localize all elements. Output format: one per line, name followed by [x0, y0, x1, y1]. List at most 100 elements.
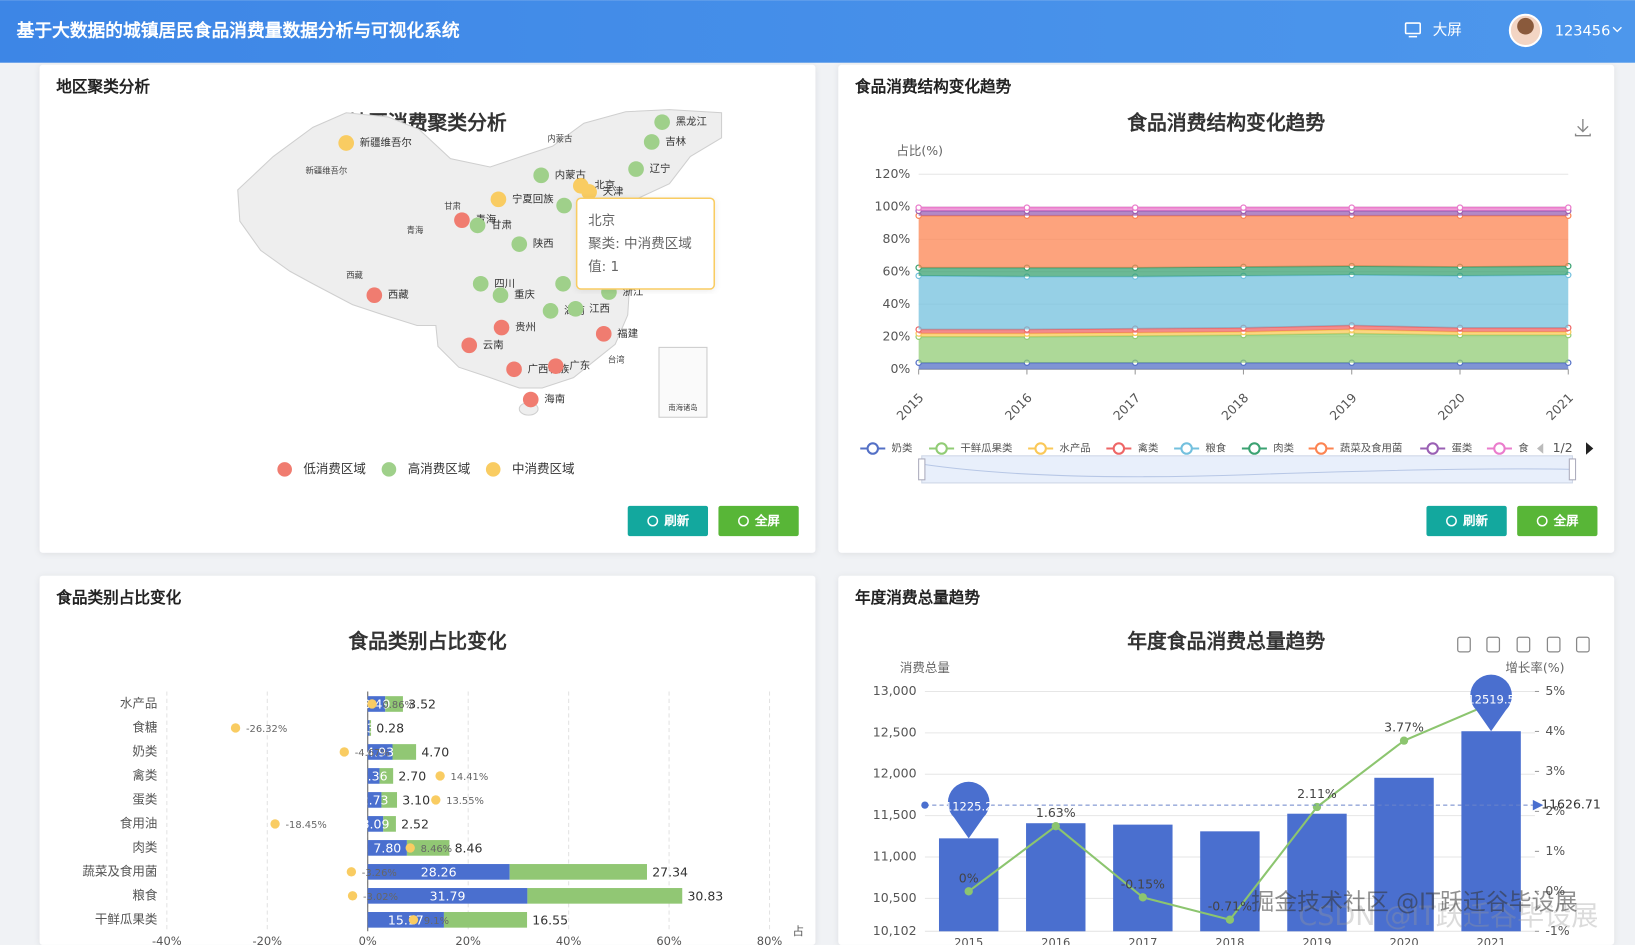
change-label: -4.67%: [355, 748, 390, 759]
map-point[interactable]: [628, 161, 644, 177]
map-point[interactable]: [567, 300, 584, 317]
x-tick-label: 0%: [359, 934, 377, 945]
bar-label: 27.34: [652, 864, 688, 879]
bar-label: 3.52: [408, 697, 436, 712]
bar: [509, 864, 647, 880]
change-label: -3.02%: [363, 892, 398, 903]
growth-point: [1051, 822, 1060, 831]
map-point[interactable]: [511, 236, 528, 252]
bar: [406, 840, 450, 856]
bar-label: 30.83: [687, 888, 723, 903]
bar: [367, 720, 370, 736]
bar-label: 31.79: [430, 888, 466, 903]
region-label: 青海: [407, 225, 424, 235]
zoom-handle[interactable]: [1568, 458, 1577, 481]
download-icon[interactable]: [1574, 119, 1591, 137]
map-point[interactable]: [338, 135, 355, 151]
legend-dot[interactable]: [381, 462, 397, 477]
y-tick-label: 60%: [883, 263, 911, 278]
map-point[interactable]: [581, 184, 597, 200]
toolbox-icon[interactable]: [1457, 636, 1471, 653]
legend-prev[interactable]: [1536, 443, 1544, 454]
map-point[interactable]: [654, 114, 670, 130]
map-point[interactable]: [454, 212, 470, 228]
tooltip-title: 北京: [588, 213, 615, 229]
map-point[interactable]: [492, 287, 509, 304]
bar: [392, 744, 417, 760]
y2-tick-label: 2%: [1545, 803, 1565, 818]
area: [918, 266, 1569, 277]
y-tick-label: 肉类: [132, 839, 158, 854]
map-point[interactable]: [493, 319, 510, 336]
bar-label: 15.17: [388, 912, 424, 927]
button-body: [718, 505, 799, 537]
map-point[interactable]: [522, 391, 539, 408]
zoom-handle[interactable]: [918, 458, 926, 481]
y-axis-label: 消费总量: [900, 660, 950, 675]
x-axis-label: 占: [792, 924, 803, 938]
map-point-label: 江西: [589, 303, 610, 315]
toolbox-icon[interactable]: [1516, 636, 1531, 653]
map-point-label: 北京: [594, 179, 615, 192]
change-point: [339, 747, 349, 757]
map-point[interactable]: [533, 167, 549, 184]
button-icon: [1446, 515, 1457, 527]
bar: [1461, 731, 1521, 932]
panel-button[interactable]: 刷新: [1426, 505, 1507, 537]
map-point[interactable]: [595, 325, 612, 342]
legend-dot[interactable]: [277, 462, 292, 477]
map-point[interactable]: [461, 337, 478, 354]
panel-button[interactable]: 全屏: [718, 505, 799, 537]
map-point[interactable]: [506, 361, 522, 378]
change-label: 8.46%: [421, 844, 452, 855]
legend-page: 1/2: [1553, 440, 1573, 455]
map-point[interactable]: [542, 303, 559, 319]
region-label: 西藏: [346, 270, 363, 280]
average-start: [921, 801, 929, 809]
y2-tick-label: -1%: [1545, 923, 1569, 938]
button-icon: [738, 515, 749, 527]
area: [918, 362, 1569, 370]
bar-label: 2.73: [361, 792, 389, 807]
legend-label: 禽类: [1138, 442, 1159, 455]
panel-button[interactable]: 刷新: [627, 505, 709, 537]
map-point[interactable]: [547, 358, 564, 374]
growth-label: 1.63%: [1036, 805, 1076, 820]
y-tick-label: 11,000: [873, 848, 917, 863]
growth-point: [1399, 736, 1409, 745]
map-point[interactable]: [556, 197, 572, 214]
screen-button-label: 大屏: [1433, 21, 1462, 38]
legend-next[interactable]: [1585, 442, 1594, 455]
toolbox-icon[interactable]: [1546, 636, 1561, 653]
x-tick-label: 2020: [1389, 935, 1418, 945]
legend-label: 蔬菜及食用菌: [1340, 442, 1402, 455]
map-point[interactable]: [490, 191, 507, 208]
button-body: [1517, 505, 1598, 537]
map-point[interactable]: [643, 134, 660, 150]
button-icon: [647, 515, 659, 527]
map-point[interactable]: [469, 217, 486, 234]
toolbox-icon[interactable]: [1486, 636, 1501, 653]
tooltip-line: 值: 1: [588, 259, 619, 275]
screen-button[interactable]: 大屏: [1404, 21, 1462, 38]
growth-point: [1225, 915, 1235, 924]
y-tick-label: 禽类: [132, 767, 158, 782]
map-point[interactable]: [555, 275, 571, 292]
x-tick-label: 2018: [1215, 935, 1244, 945]
panel-button[interactable]: 全屏: [1517, 505, 1598, 537]
growth-point: [1312, 802, 1322, 812]
y-tick-label: 蛋类: [132, 791, 158, 806]
bar: [1026, 823, 1086, 932]
toolbox-icon[interactable]: [1575, 636, 1590, 653]
button-icon: [1536, 515, 1548, 527]
y-tick-label: 奶类: [132, 743, 158, 758]
growth-label: 0%: [959, 870, 979, 885]
user-menu[interactable]: 123456: [1508, 13, 1622, 48]
y-tick-label: 粮食: [132, 887, 158, 902]
growth-label: -0.15%: [1121, 876, 1165, 891]
map-point[interactable]: [472, 275, 489, 292]
map-point[interactable]: [366, 287, 383, 304]
legend-dot[interactable]: [485, 462, 501, 477]
